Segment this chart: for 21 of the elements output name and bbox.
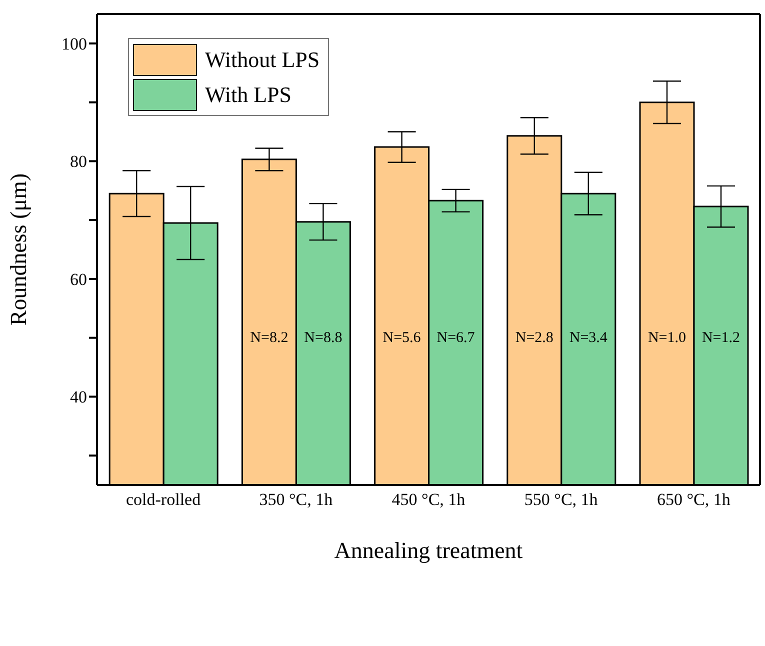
- annotation: N=6.7: [436, 330, 476, 346]
- y-tick-label: 60: [70, 270, 87, 289]
- legend-label: Without LPS: [205, 46, 320, 72]
- annotation: N=8.8: [304, 330, 342, 346]
- annotation: N=1.0: [648, 330, 686, 346]
- x-tick-label: 650 °C, 1h: [657, 490, 731, 510]
- annotation: N=1.2: [702, 330, 740, 346]
- y-tick-label: 80: [70, 152, 87, 172]
- x-tick-label: 550 °C, 1h: [524, 490, 598, 510]
- legend-label: With LPS: [205, 82, 292, 108]
- annotation: N=2.8: [515, 330, 554, 346]
- annotation: N=5.6: [382, 330, 422, 346]
- x-axis-title: Annealing treatment: [334, 538, 524, 563]
- annotation: N=3.4: [569, 330, 608, 346]
- annotation: N=8.2: [250, 330, 288, 346]
- x-tick-label: 450 °C, 1h: [392, 490, 466, 510]
- y-tick-label: 40: [70, 388, 87, 407]
- x-tick-label: 350 °C, 1h: [259, 490, 334, 510]
- x-tick-label: cold-rolled: [126, 490, 202, 510]
- y-tick-label: 100: [62, 34, 87, 54]
- y-axis-title: Roundness (μm): [6, 173, 32, 326]
